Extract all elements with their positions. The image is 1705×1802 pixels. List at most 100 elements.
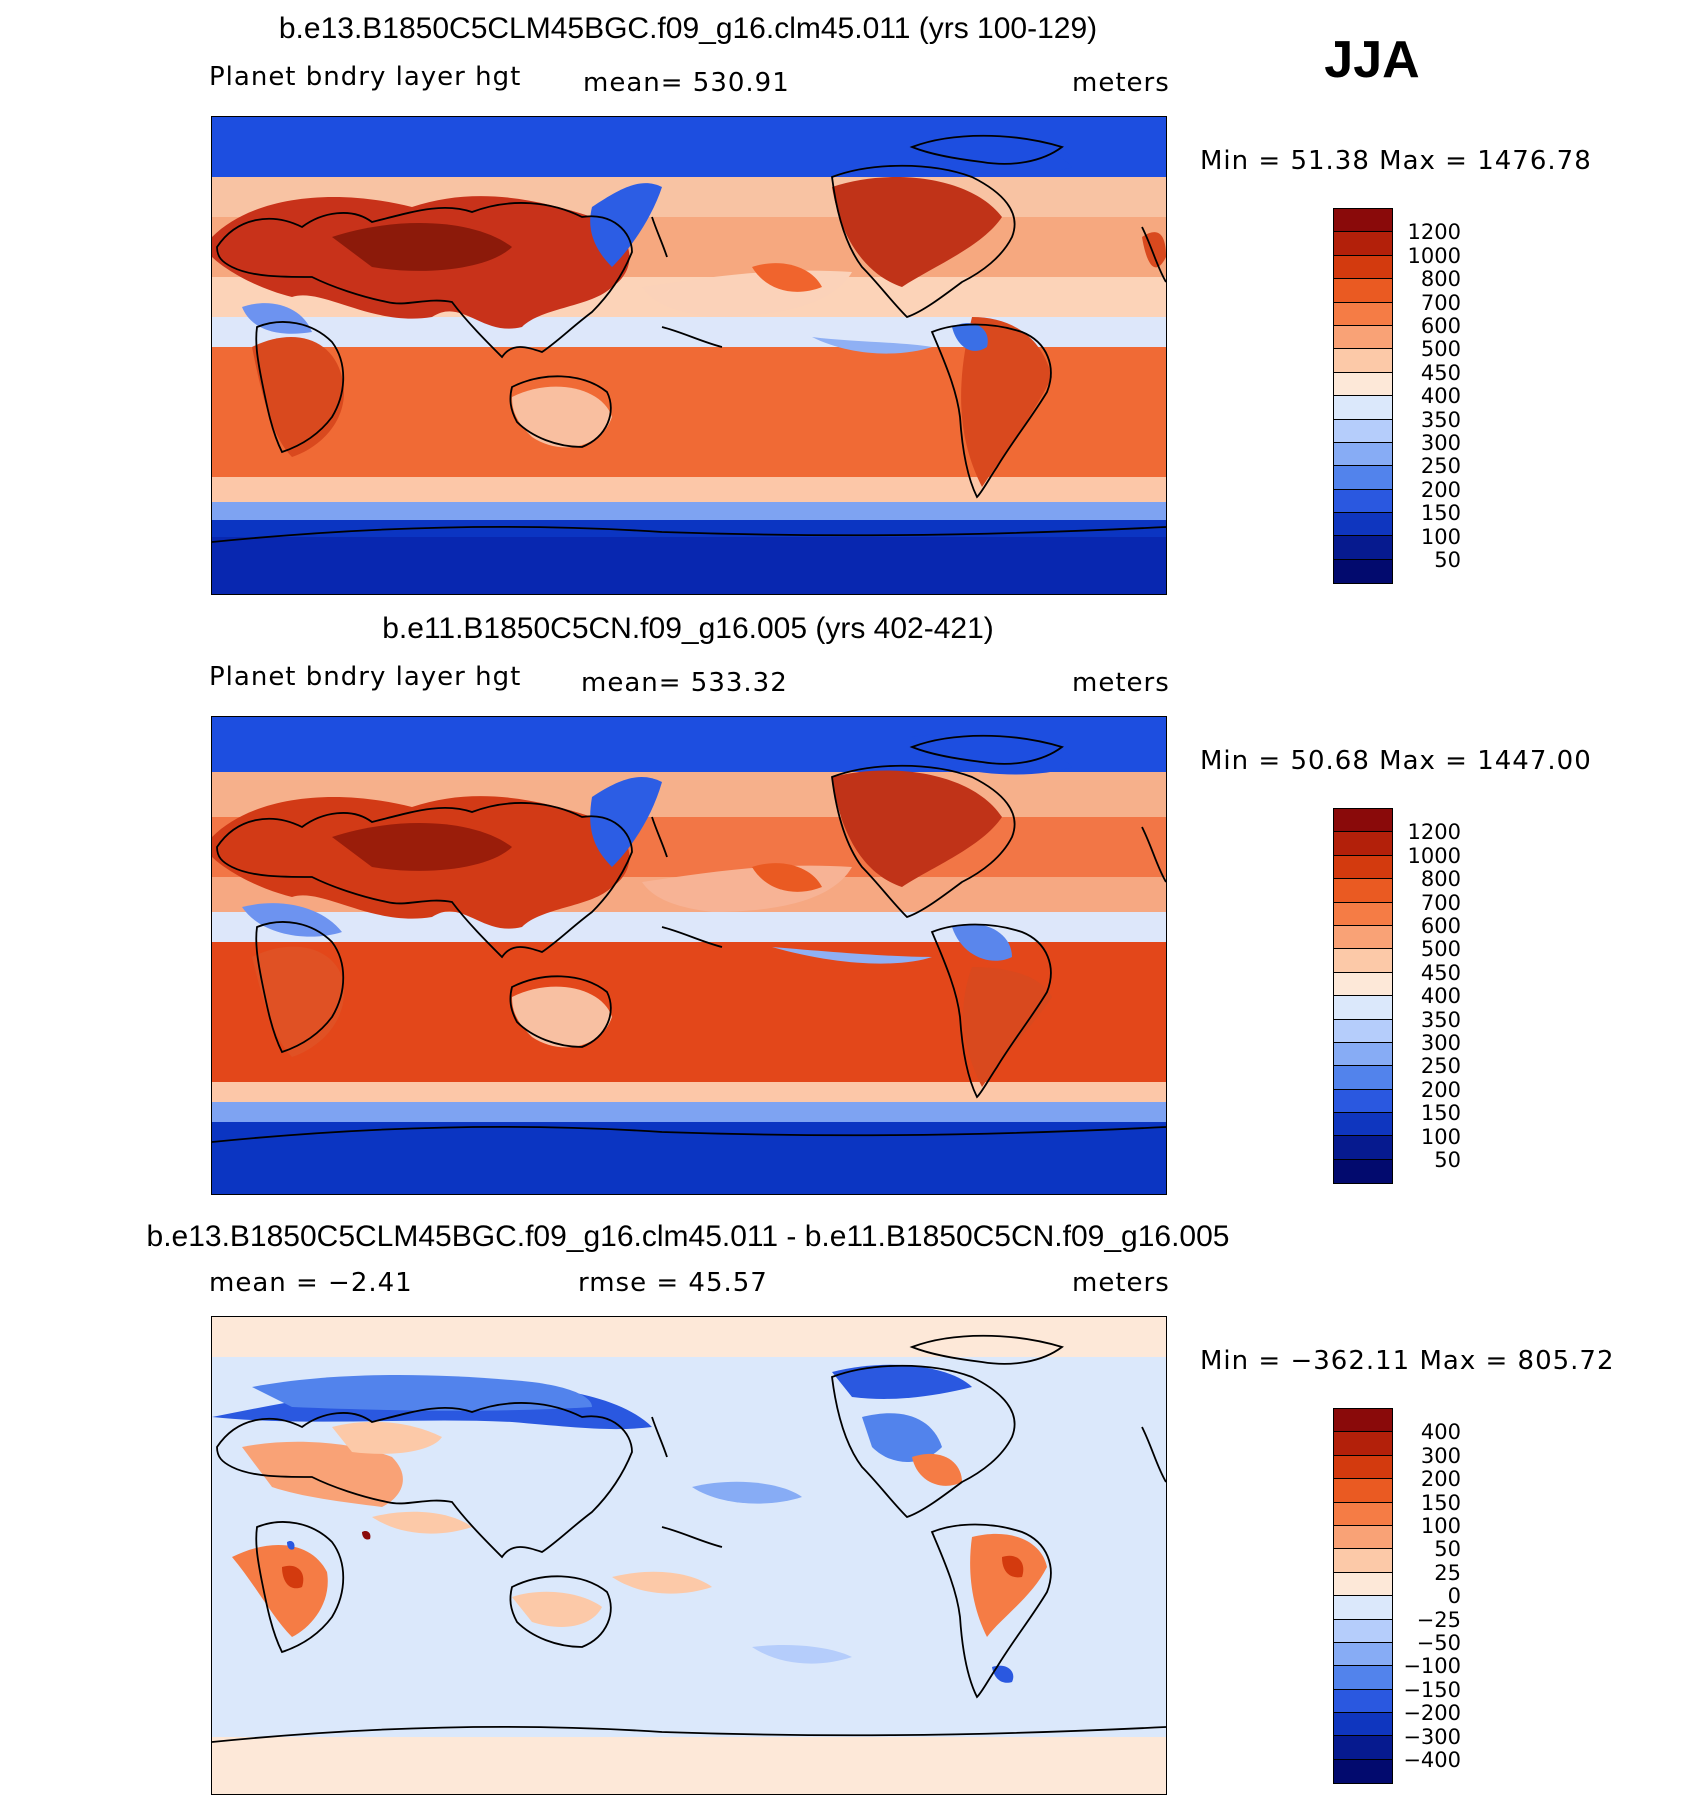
panel-3-minmax: Min = −362.11 Max = 805.72	[1200, 1346, 1615, 1376]
colorbar-swatch	[1334, 279, 1392, 303]
colorbar-swatch	[1334, 809, 1392, 833]
colorbar-label: 150	[1420, 1491, 1461, 1515]
colorbar-swatch	[1334, 396, 1392, 420]
colorbar-swatch	[1334, 325, 1392, 350]
colorbar-swatch	[1334, 466, 1392, 490]
colorbar-swatch	[1334, 925, 1392, 950]
colorbar-swatch	[1334, 1479, 1392, 1503]
colorbar-swatch	[1334, 879, 1392, 903]
colorbar-label: 1200	[1407, 820, 1461, 844]
colorbar-label: 50	[1434, 1537, 1461, 1561]
colorbar-swatch	[1334, 1596, 1392, 1620]
colorbar-label: 200	[1420, 1467, 1461, 1491]
colorbar-swatch	[1334, 559, 1392, 584]
colorbar-label: 250	[1420, 1054, 1461, 1078]
colorbar-swatch	[1334, 1525, 1392, 1550]
panel-2-title: b.e11.B1850C5CN.f09_g16.005 (yrs 402-421…	[382, 612, 994, 645]
colorbar-label: −200	[1403, 1701, 1461, 1725]
panel-1-colorbar	[1333, 208, 1393, 585]
panel-2-field	[212, 717, 1166, 1194]
panel-3-field	[212, 1317, 1166, 1794]
colorbar-label: 1000	[1407, 244, 1461, 268]
colorbar-label: 50	[1434, 1148, 1461, 1172]
colorbar-swatch	[1334, 1572, 1392, 1597]
panel-1-minmax: Min = 51.38 Max = 1476.78	[1200, 146, 1592, 176]
colorbar-label: 500	[1420, 937, 1461, 961]
colorbar-swatch	[1334, 442, 1392, 467]
panel-3-units-label: meters	[1072, 1268, 1170, 1298]
colorbar-label: 150	[1420, 1101, 1461, 1125]
colorbar-swatch	[1334, 1159, 1392, 1184]
colorbar-swatch	[1334, 1113, 1392, 1137]
colorbar-swatch	[1334, 996, 1392, 1020]
colorbar-swatch	[1334, 1642, 1392, 1667]
colorbar-swatch	[1334, 949, 1392, 973]
panel-1-map	[211, 116, 1167, 595]
colorbar-label: 150	[1420, 501, 1461, 525]
panel-3-colorbar	[1333, 1408, 1393, 1785]
panel-3-title: b.e13.B1850C5CLM45BGC.f09_g16.clm45.011 …	[146, 1220, 1230, 1253]
colorbar-swatch	[1334, 855, 1392, 880]
colorbar-label: 450	[1420, 961, 1461, 985]
colorbar-label: 100	[1420, 1514, 1461, 1538]
colorbar-swatch	[1334, 1455, 1392, 1480]
colorbar-swatch	[1334, 419, 1392, 443]
colorbar-label: 1200	[1407, 220, 1461, 244]
colorbar-label: 0	[1447, 1584, 1461, 1608]
panel-2-mean-label: mean= 533.32	[581, 668, 788, 698]
panel-2-colorbar	[1333, 808, 1393, 1185]
colorbar-label: 800	[1420, 267, 1461, 291]
colorbar-label: 100	[1420, 525, 1461, 549]
panel-1-field	[212, 117, 1166, 594]
colorbar-label: 350	[1420, 1008, 1461, 1032]
colorbar-swatch	[1334, 302, 1392, 326]
colorbar-label: 200	[1420, 1078, 1461, 1102]
colorbar-label: 400	[1420, 1420, 1461, 1444]
colorbar-label: 600	[1420, 314, 1461, 338]
colorbar-swatch	[1334, 1042, 1392, 1067]
colorbar-swatch	[1334, 513, 1392, 537]
panel-1-title: b.e13.B1850C5CLM45BGC.f09_g16.clm45.011 …	[278, 12, 1098, 45]
colorbar-swatch	[1334, 972, 1392, 997]
colorbar-label: 1000	[1407, 844, 1461, 868]
colorbar-label: 400	[1420, 384, 1461, 408]
colorbar-label: 450	[1420, 361, 1461, 385]
colorbar-swatch	[1334, 209, 1392, 233]
colorbar-swatch	[1334, 1432, 1392, 1456]
panel-1-variable-label: Planet bndry layer hgt	[209, 62, 522, 92]
colorbar-swatch	[1334, 1019, 1392, 1043]
colorbar-swatch	[1334, 1502, 1392, 1526]
colorbar-label: 350	[1420, 408, 1461, 432]
colorbar-label: 100	[1420, 1125, 1461, 1149]
colorbar-swatch	[1334, 902, 1392, 926]
colorbar-swatch	[1334, 1666, 1392, 1690]
colorbar-label: 300	[1420, 431, 1461, 455]
panel-2-minmax: Min = 50.68 Max = 1447.00	[1200, 746, 1592, 776]
season-label: JJA	[1324, 31, 1420, 89]
colorbar-swatch	[1334, 349, 1392, 373]
colorbar-label: 300	[1420, 1031, 1461, 1055]
panel-1-mean-label: mean= 530.91	[583, 68, 790, 98]
colorbar-label: 300	[1420, 1444, 1461, 1468]
colorbar-swatch	[1334, 372, 1392, 397]
colorbar-label: 50	[1434, 548, 1461, 572]
colorbar-swatch	[1334, 1136, 1392, 1160]
colorbar-swatch	[1334, 1759, 1392, 1784]
colorbar-swatch	[1334, 1549, 1392, 1573]
colorbar-swatch	[1334, 1736, 1392, 1760]
colorbar-swatch	[1334, 489, 1392, 514]
colorbar-label: 25	[1434, 1561, 1461, 1585]
colorbar-swatch	[1334, 1409, 1392, 1433]
colorbar-label: 700	[1420, 891, 1461, 915]
panel-3-map	[211, 1316, 1167, 1795]
colorbar-swatch	[1334, 232, 1392, 256]
panel-1-units-label: meters	[1072, 68, 1170, 98]
colorbar-swatch	[1334, 255, 1392, 280]
colorbar-label: −100	[1403, 1654, 1461, 1678]
colorbar-label: −150	[1403, 1678, 1461, 1702]
panel-2-units-label: meters	[1072, 668, 1170, 698]
panel-3-mean-label: mean = −2.41	[209, 1268, 413, 1298]
colorbar-label: −300	[1403, 1725, 1461, 1749]
panel-2-variable-label: Planet bndry layer hgt	[209, 662, 522, 692]
panel-3-rmse-label: rmse = 45.57	[578, 1268, 768, 1298]
